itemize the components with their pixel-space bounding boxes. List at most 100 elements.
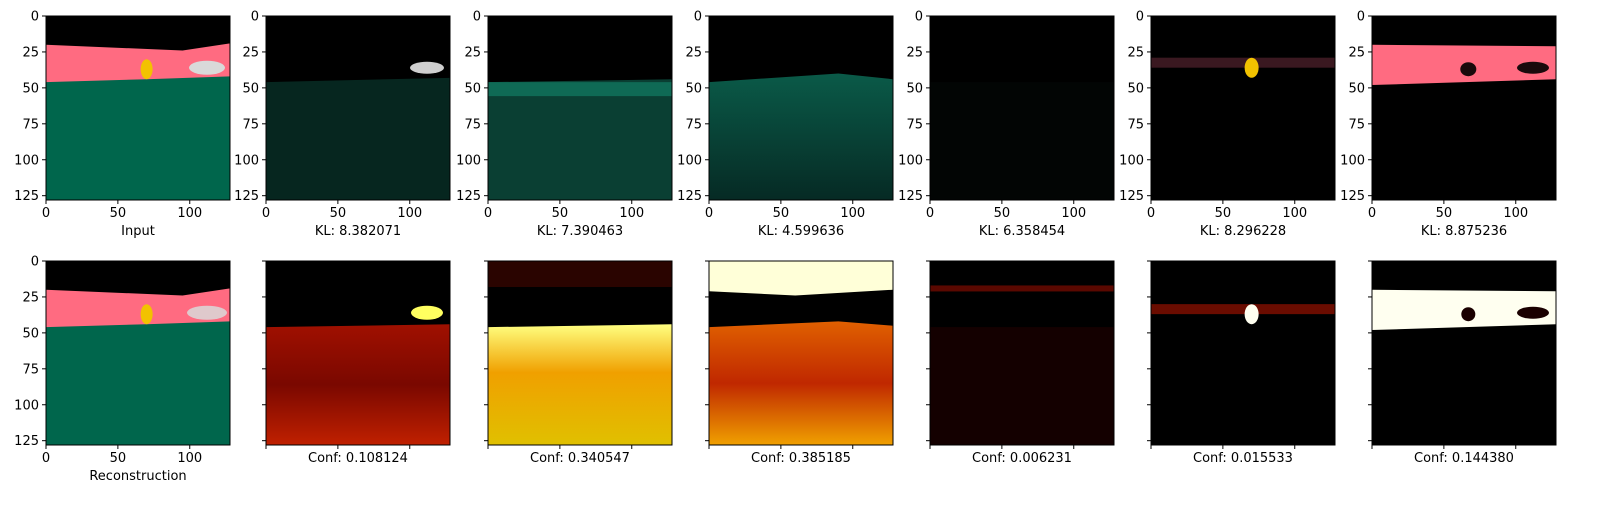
x-tick-label: 100 [1503,206,1528,221]
y-tick-label: 100 [677,153,702,168]
x-tick-label: 50 [994,206,1011,221]
y-tick-label: 0 [1136,10,1144,25]
axes-frame [487,15,673,201]
panel-background [1372,16,1556,200]
ground-decoded [709,73,893,200]
panel-caption: Conf: 0.015533 [1193,451,1293,466]
y-tick-label: 75 [1127,117,1144,132]
x-tick-label: 50 [110,206,127,221]
car [187,305,227,320]
axes-frame [1150,15,1336,201]
x-tick-label: 0 [42,451,50,466]
panel-caption: KL: 7.390463 [537,224,623,239]
heat-car [411,305,443,320]
y-tick-label: 50 [22,326,39,341]
y-tick-label: 25 [22,290,39,305]
panel-caption: Conf: 0.385185 [751,451,851,466]
bottom-panel-3: Conf: 0.385185 [705,260,894,466]
axes-frame [45,260,231,446]
y-tick-label: 75 [685,117,702,132]
x-tick-label: 0 [926,206,934,221]
axes-frame [1150,260,1336,446]
x-tick-label: 50 [1215,206,1232,221]
x-tick-label: 100 [1282,206,1307,221]
x-tick-label: 100 [397,206,422,221]
panel-caption: Conf: 0.006231 [972,451,1072,466]
heat-sky [488,261,672,287]
y-tick-label: 125 [677,189,702,204]
road-decoded [1151,57,1335,68]
y-tick-label: 75 [1348,117,1365,132]
panel-caption: KL: 4.599636 [758,224,844,239]
ground-decoded [488,79,672,200]
axes-frame [708,15,894,201]
y-tick-label: 25 [22,45,39,60]
heat-ground [709,321,893,445]
panel-caption: KL: 8.875236 [1421,224,1507,239]
axes-frame [265,15,451,201]
axes-frame [487,260,673,446]
y-tick-label: 125 [14,189,39,204]
y-tick-label: 25 [685,45,702,60]
heat-ground [930,327,1114,445]
ground-decoded [266,77,450,200]
x-tick-label: 0 [42,206,50,221]
y-tick-label: 50 [1127,81,1144,96]
ground-region [46,76,230,200]
x-tick-label: 0 [705,206,713,221]
x-tick-label: 0 [1147,206,1155,221]
x-tick-label: 100 [177,206,202,221]
axes-frame [1371,15,1557,201]
y-tick-label: 125 [456,189,481,204]
y-tick-label: 125 [234,189,259,204]
y-tick-label: 25 [1348,45,1365,60]
traffic-sign [140,59,153,80]
car [189,60,225,75]
x-tick-label: 0 [1368,206,1376,221]
bottom-panel-1: Conf: 0.108124 [262,260,451,466]
y-tick-label: 0 [251,10,259,25]
heat-car-hole [1517,306,1549,319]
panel-caption: Reconstruction [89,469,186,484]
ground-decoded [930,82,1114,200]
heat-ground [488,324,672,445]
panel-caption: Conf: 0.340547 [530,451,630,466]
panel-caption: KL: 8.382071 [315,224,401,239]
axes-frame [929,260,1115,446]
axes-frame [265,260,451,446]
y-tick-label: 75 [242,117,259,132]
bottom-panel-4: Conf: 0.006231 [926,260,1115,466]
x-tick-label: 0 [484,206,492,221]
panel-caption: KL: 6.358454 [979,224,1065,239]
y-tick-label: 100 [898,153,923,168]
heat-sign [1244,304,1259,325]
y-tick-label: 75 [906,117,923,132]
x-tick-label: 50 [110,451,127,466]
heat-sign-hole [1461,307,1476,322]
y-tick-label: 50 [1348,81,1365,96]
x-tick-label: 100 [1061,206,1086,221]
y-tick-label: 25 [1127,45,1144,60]
panel-caption: Conf: 0.144380 [1414,451,1514,466]
bottom-panel-6: Conf: 0.144380 [1368,260,1557,466]
axes-frame [929,15,1115,201]
y-tick-label: 100 [1340,153,1365,168]
panel-caption: Input [121,224,155,239]
y-tick-label: 75 [22,362,39,377]
y-tick-label: 50 [22,81,39,96]
axes-frame [45,15,231,201]
axes-frame [708,260,894,446]
axes-frame [1371,260,1557,446]
heatmap-background [1372,261,1556,445]
heat-sky [709,261,893,296]
panel-caption: KL: 8.296228 [1200,224,1286,239]
horizon-band [488,82,672,97]
x-tick-label: 0 [262,206,270,221]
